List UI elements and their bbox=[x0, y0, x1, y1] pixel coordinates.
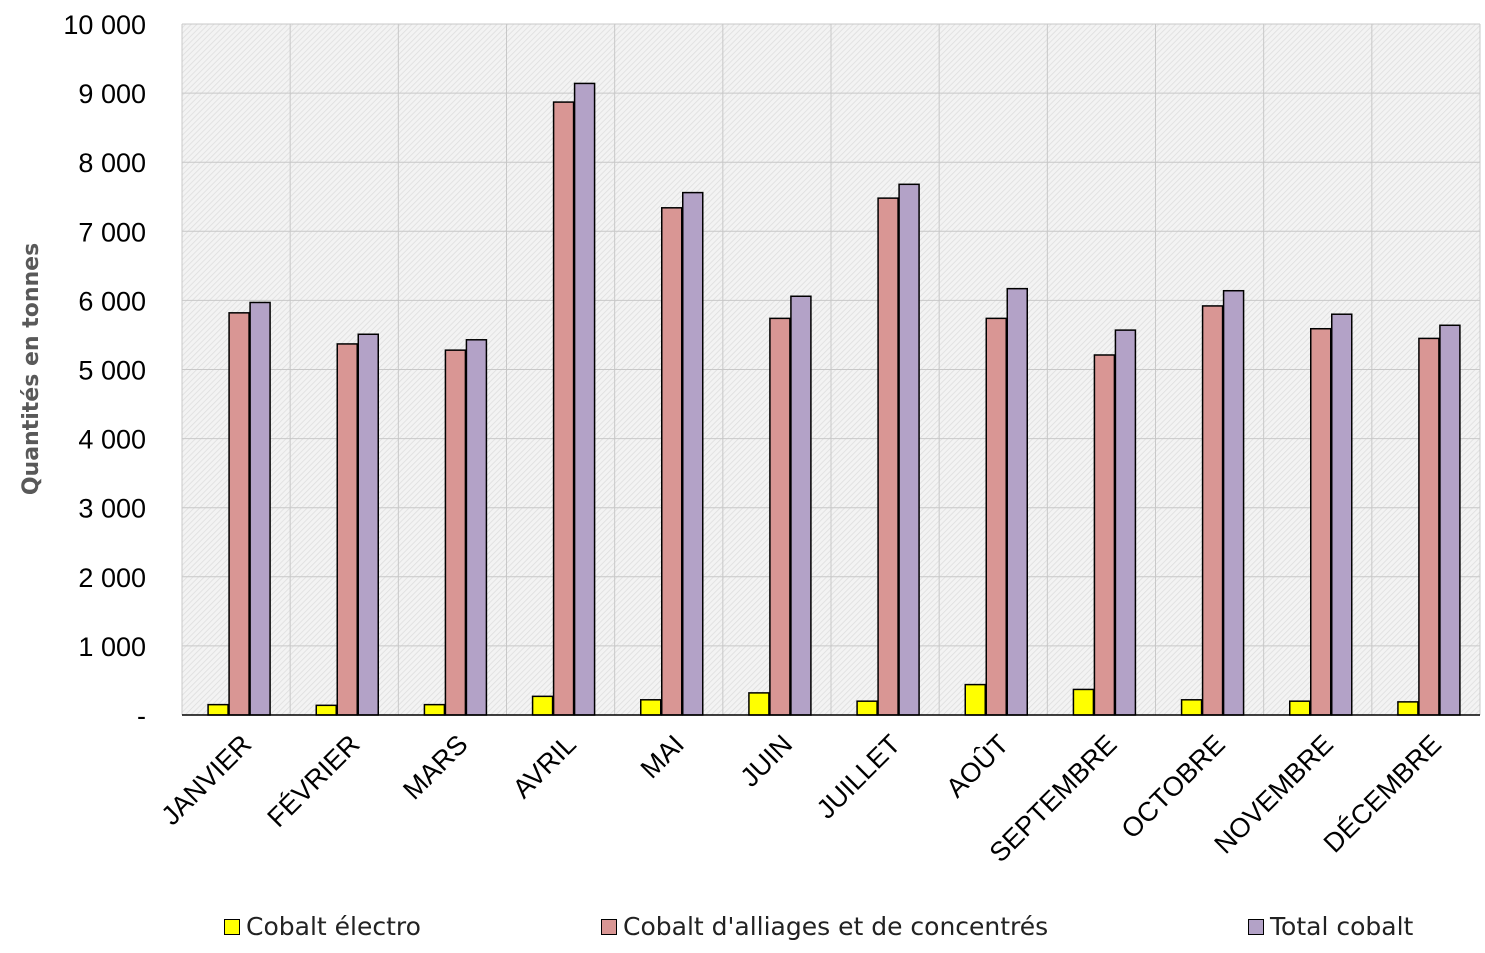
bar-cobalt-alliages bbox=[1201, 305, 1224, 716]
x-tick-label: FÉVRIER bbox=[262, 729, 366, 833]
legend-item-cobalt-electro: Cobalt électro bbox=[224, 912, 421, 941]
x-tick-label: AVRIL bbox=[507, 729, 582, 804]
bar-cobalt-alliages bbox=[228, 312, 250, 716]
bar-cobalt-electro bbox=[207, 703, 229, 716]
bar-cobalt-electro bbox=[1180, 699, 1203, 716]
bar-cobalt-electro bbox=[423, 703, 446, 716]
x-tick-label: AOÛT bbox=[940, 728, 1015, 803]
y-tick-label: - bbox=[137, 701, 146, 731]
bar-cobalt-alliages bbox=[661, 207, 683, 716]
legend-label: Cobalt d'alliages et de concentrés bbox=[623, 912, 1049, 941]
y-tick-label: 9 000 bbox=[78, 79, 146, 109]
y-tick-label: 3 000 bbox=[78, 494, 146, 524]
bar-cobalt-alliages bbox=[552, 101, 575, 716]
bar-total-cobalt bbox=[790, 295, 812, 716]
bar-cobalt-electro bbox=[531, 695, 554, 716]
bar-cobalt-alliages bbox=[1093, 354, 1116, 716]
legend-label: Total cobalt bbox=[1270, 912, 1414, 941]
legend-swatch bbox=[601, 918, 617, 935]
bar-cobalt-electro bbox=[640, 699, 662, 716]
y-tick-label: 2 000 bbox=[78, 563, 146, 593]
bar-cobalt-alliages bbox=[1418, 337, 1440, 716]
legend-swatch bbox=[1248, 918, 1264, 935]
y-tick-label: 7 000 bbox=[78, 217, 146, 247]
bar-total-cobalt bbox=[1222, 289, 1245, 716]
y-axis-ticks: - 1 000 2 000 3 000 4 000 5 000 6 000 7 000 8 00… bbox=[63, 10, 146, 731]
y-tick-label: 6 000 bbox=[78, 286, 146, 316]
bar-cobalt-alliages bbox=[1310, 327, 1332, 716]
x-tick-label: JUILLET bbox=[811, 729, 906, 824]
bar-total-cobalt bbox=[1006, 287, 1028, 716]
legend-item-total-cobalt: Total cobalt bbox=[1248, 912, 1413, 941]
x-tick-label: MARS bbox=[397, 729, 473, 805]
x-tick-label: JUIN bbox=[735, 729, 799, 793]
bar-total-cobalt bbox=[465, 339, 488, 716]
y-tick-label: 5 000 bbox=[78, 356, 146, 386]
y-tick-label: 10 000 bbox=[63, 10, 146, 40]
x-axis-ticks: JANVIER FÉVRIER MARS AVRIL MAI JUIN JUILLET AOÛ… bbox=[155, 728, 1447, 868]
bar-cobalt-electro bbox=[856, 700, 878, 716]
bar-cobalt-electro bbox=[964, 683, 986, 716]
bars bbox=[207, 82, 1461, 716]
bar-total-cobalt bbox=[1439, 324, 1461, 716]
x-tick-label: OCTOBRE bbox=[1116, 729, 1231, 844]
bar-total-cobalt bbox=[357, 333, 379, 716]
y-tick-label: 8 000 bbox=[78, 148, 146, 178]
legend: Cobalt électro Cobalt d'alliages et de c… bbox=[0, 912, 1485, 952]
bar-cobalt-electro bbox=[1397, 701, 1419, 716]
bar-cobalt-alliages bbox=[877, 197, 899, 716]
bar-total-cobalt bbox=[1331, 313, 1353, 716]
x-tick-label: MAI bbox=[635, 729, 690, 784]
y-tick-label: 1 000 bbox=[78, 632, 146, 662]
bar-cobalt-electro bbox=[1289, 700, 1311, 716]
bar-cobalt-alliages bbox=[769, 317, 791, 716]
bar-cobalt-alliages bbox=[336, 343, 358, 716]
bar-total-cobalt bbox=[1114, 329, 1137, 716]
bar-cobalt-alliages bbox=[985, 317, 1007, 716]
y-tick-label: 4 000 bbox=[78, 425, 146, 455]
gridlines bbox=[181, 23, 1481, 715]
bar-cobalt-electro bbox=[315, 704, 337, 716]
bar-cobalt-alliages bbox=[444, 349, 467, 716]
bar-total-cobalt bbox=[898, 183, 920, 716]
bar-chart: - 1 000 2 000 3 000 4 000 5 000 6 000 7 000 8 00… bbox=[19, 10, 1481, 868]
x-tick-label: JANVIER bbox=[155, 729, 257, 831]
y-axis-label: Quantités en tonnes bbox=[19, 243, 44, 495]
legend-swatch bbox=[224, 918, 240, 935]
bar-cobalt-electro bbox=[1072, 688, 1095, 716]
legend-label: Cobalt électro bbox=[246, 912, 421, 941]
bar-cobalt-electro bbox=[748, 692, 770, 716]
bar-total-cobalt bbox=[573, 82, 596, 716]
legend-item-cobalt-alliages: Cobalt d'alliages et de concentrés bbox=[601, 912, 1048, 941]
bar-total-cobalt bbox=[682, 191, 704, 716]
bar-total-cobalt bbox=[249, 301, 271, 716]
